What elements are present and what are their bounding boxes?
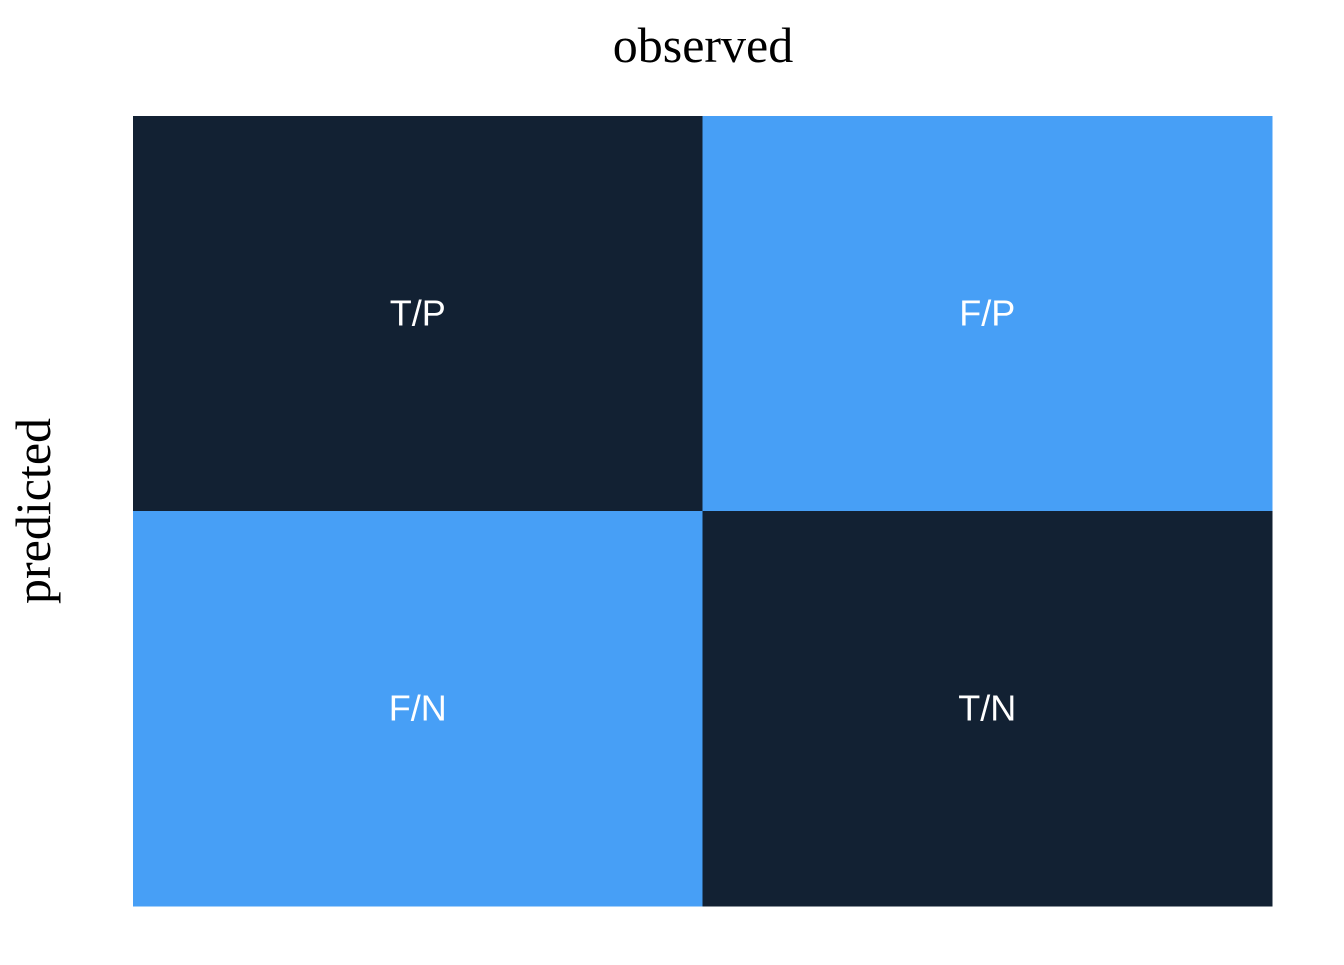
heatmap-cell-f-p: [702, 116, 1273, 512]
cell-label-t-p: T/P: [390, 293, 446, 334]
y-axis-title: predicted: [5, 418, 61, 604]
cell-label-f-n: F/N: [389, 688, 447, 729]
heatmap-cell-t-p: [133, 116, 703, 512]
cells-layer: [133, 116, 1273, 907]
cell-label-t-n: T/N: [958, 688, 1016, 729]
heatmap-cell-t-n: [702, 511, 1273, 907]
labels-layer: T/P F/P F/N T/N: [389, 293, 1017, 729]
heatmap-cell-f-n: [133, 511, 703, 907]
cell-label-f-p: F/P: [959, 293, 1015, 334]
x-axis-title: observed: [613, 17, 794, 73]
